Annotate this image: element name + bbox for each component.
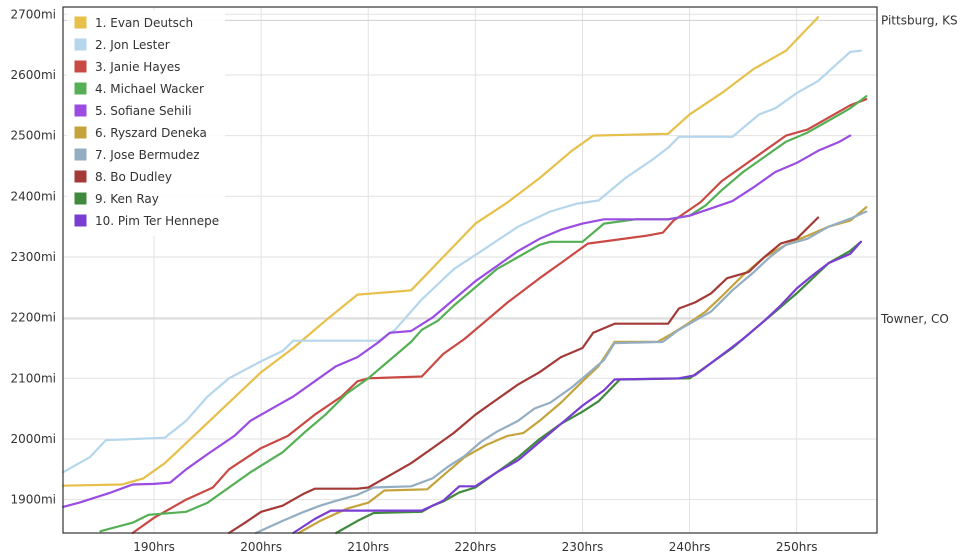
series-line-1 bbox=[61, 16, 820, 487]
legend-label: 10. Pim Ter Hennepe bbox=[95, 214, 219, 228]
y-tick-label: 2300mi bbox=[10, 250, 56, 264]
series-lines bbox=[61, 16, 868, 535]
y-tick-label: 2500mi bbox=[10, 129, 56, 143]
legend-label: 9. Ken Ray bbox=[95, 192, 159, 206]
reference-label: Towner, CO bbox=[880, 312, 949, 326]
y-tick-label: 2000mi bbox=[10, 432, 56, 446]
legend-swatch bbox=[73, 15, 88, 30]
x-tick-label: 210hrs bbox=[347, 540, 389, 554]
x-tick-label: 190hrs bbox=[133, 540, 175, 554]
legend-label: 8. Bo Dudley bbox=[95, 170, 172, 184]
x-axis-ticks: 190hrs 200hrs 210hrs 220hrs 230hrs 240hrs 250h… bbox=[133, 540, 817, 554]
legend-swatch bbox=[73, 59, 88, 74]
y-axis-ticks: 1900mi 2000mi 2100mi 2200mi 2300mi 2400mi 2500… bbox=[10, 7, 56, 506]
legend-swatch bbox=[73, 81, 88, 96]
series-line-4 bbox=[99, 95, 868, 533]
series-line-7 bbox=[254, 210, 868, 535]
series-line-8 bbox=[227, 216, 820, 535]
x-tick-label: 230hrs bbox=[562, 540, 604, 554]
legend-swatch bbox=[73, 147, 88, 162]
legend-swatch bbox=[73, 103, 88, 118]
y-tick-label: 2100mi bbox=[10, 371, 56, 385]
x-tick-label: 220hrs bbox=[455, 540, 497, 554]
series-line-6 bbox=[297, 206, 868, 535]
plot-frame bbox=[62, 6, 878, 534]
y-tick-label: 2700mi bbox=[10, 7, 56, 21]
y-tick-label: 2400mi bbox=[10, 189, 56, 203]
y-tick-label: 1900mi bbox=[10, 493, 56, 507]
legend-background bbox=[67, 10, 225, 236]
legend-label: 1. Evan Deutsch bbox=[95, 16, 193, 30]
legend-label: 6. Ryszard Deneka bbox=[95, 126, 207, 140]
legend-label: 5. Sofiane Sehili bbox=[95, 104, 192, 118]
series-line-3 bbox=[131, 98, 868, 535]
legend-label: 7. Jose Bermudez bbox=[95, 148, 200, 162]
reference-label: Pittsburg, KS bbox=[881, 13, 958, 27]
y-tick-label: 2200mi bbox=[10, 311, 56, 325]
series-line-5 bbox=[61, 134, 852, 508]
legend-label: 4. Michael Wacker bbox=[95, 82, 204, 96]
legend: 1. Evan Deutsch 2. Jon Lester 3. Janie Hay… bbox=[67, 10, 225, 236]
x-tick-label: 240hrs bbox=[669, 540, 711, 554]
series-line-10 bbox=[292, 240, 863, 535]
series-line-2 bbox=[61, 49, 863, 474]
legend-swatch bbox=[73, 213, 88, 228]
x-tick-label: 200hrs bbox=[240, 540, 282, 554]
y-tick-label: 2600mi bbox=[10, 68, 56, 82]
x-tick-label: 250hrs bbox=[776, 540, 818, 554]
legend-swatch bbox=[73, 191, 88, 206]
legend-label: 2. Jon Lester bbox=[95, 38, 170, 52]
legend-swatch bbox=[73, 169, 88, 184]
legend-label: 3. Janie Hayes bbox=[95, 60, 180, 74]
legend-swatch bbox=[73, 125, 88, 140]
legend-swatch bbox=[73, 37, 88, 52]
